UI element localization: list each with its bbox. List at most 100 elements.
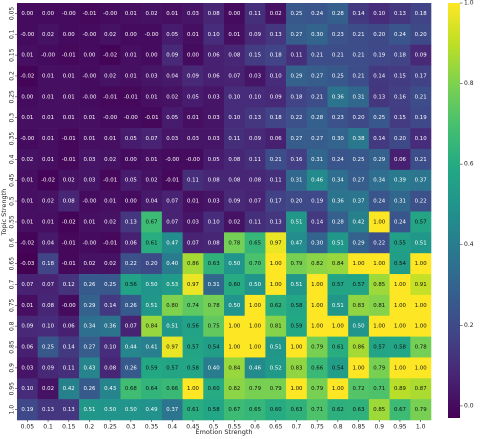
cell-label: -0.01 [103,178,117,184]
heatmap-cell [327,315,349,337]
cell-label: 0.11 [228,136,240,142]
cell-label: 0.29 [83,303,96,309]
cell-label: 1.00 [270,261,283,267]
heatmap-cell [410,315,432,337]
heatmap-cell [17,211,38,233]
heatmap-cell [368,65,390,87]
cell-label: 0.68 [125,386,138,392]
cell-label: 0.20 [415,32,428,38]
cell-label: 0.06 [63,324,76,330]
cell-label: 0.58 [290,303,303,309]
cell-label: 0.09 [249,32,262,38]
cell-label: 0.02 [104,157,116,163]
cell-label: -0.02 [103,53,117,59]
y-tick-label: 0.9 [9,363,16,373]
heatmap-cell [161,23,183,45]
heatmap-cell [182,44,204,66]
heatmap-cell [99,128,121,150]
heatmap-cell [37,253,59,275]
cell-label: 0.02 [146,178,158,184]
cell-label: 0.50 [104,407,117,413]
cell-label: 0.86 [353,345,366,351]
heatmap-cell [244,128,266,150]
cell-label: 0.00 [228,11,241,17]
heatmap-cell [410,44,432,66]
cell-label: 0.63 [290,407,302,413]
cell-label: 0.22 [415,199,427,205]
heatmap-cell [389,336,411,358]
cell-label: 1.00 [290,345,303,351]
y-tick-label: 0.2 [9,71,16,81]
cell-label: 0.46 [311,178,324,184]
heatmap-cell [182,107,204,129]
heatmap-cell [141,107,163,129]
heatmap-cell [58,378,80,400]
heatmap-cell [286,86,308,108]
heatmap-cell [348,294,370,317]
heatmap-cell [161,148,183,171]
heatmap-cell [389,65,411,87]
cell-label: 0.11 [63,365,75,371]
cell-label: 0.37 [353,199,365,205]
heatmap-cell [410,357,432,379]
heatmap-cell [286,44,308,66]
heatmap-cell [224,399,245,421]
y-tick-label: 0.25 [9,90,16,104]
heatmap-cell [120,253,142,275]
heatmap-cell [389,169,411,191]
heatmap-cell [17,399,38,421]
heatmap-cell [161,3,183,25]
cell-label: 0.02 [104,261,116,267]
heatmap-cell [203,65,225,87]
heatmap-cell [17,44,38,66]
cell-label: 0.27 [311,73,323,79]
cell-label: 0.81 [373,303,385,309]
cell-label: 0.11 [270,178,282,184]
cell-label: 0.06 [270,136,283,142]
y-tick-label: 0.5 [9,196,16,206]
heatmap-cell [286,294,308,317]
cell-label: 1.00 [394,282,407,288]
y-tick-label: 0.1 [9,29,16,39]
cell-label: 0.54 [394,261,407,267]
cell-label: 1.00 [394,303,407,309]
cell-label: -0.00 [20,32,35,38]
cell-label: -0.01 [165,178,179,184]
cell-label: 0.59 [290,324,303,330]
cell-label: 0.50 [228,303,241,309]
heatmap-cell [37,23,59,45]
heatmap-cell [141,274,163,296]
cell-label: 0.24 [394,219,407,225]
heatmap-cell [348,211,370,233]
cell-label: 0.83 [353,303,365,309]
heatmap-cell [286,336,308,358]
cell-label: 0.11 [187,178,199,184]
cell-label: 0.05 [208,157,220,163]
heatmap-cell [244,148,266,171]
cell-label: 0.97 [187,282,199,288]
heatmap-cell [120,44,142,66]
heatmap-cell [265,315,287,337]
cell-label: 0.38 [353,136,366,142]
cell-label: 0.01 [42,73,54,79]
heatmap-cell [265,44,287,66]
cell-label: 0.43 [104,386,116,392]
heatmap-cell [306,169,328,191]
cell-label: 0.29 [353,240,366,246]
y-tick-label: 0.75 [9,298,16,312]
cell-label: 0.21 [353,32,365,38]
heatmap-cell [99,315,121,337]
heatmap-cell [348,86,370,108]
cell-label: 0.09 [270,94,283,100]
heatmap-cell [244,274,266,296]
cell-label: 0.51 [166,324,178,330]
heatmap-cell [79,65,101,87]
heatmap-cell [244,3,266,25]
heatmap-cell [182,378,204,400]
cell-label: 0.67 [146,219,158,225]
cell-label: 0.20 [394,136,407,142]
cell-label: -0.00 [165,157,180,163]
cell-label: 0.20 [373,32,386,38]
heatmap-cell [286,253,308,275]
heatmap-cell [389,294,411,317]
